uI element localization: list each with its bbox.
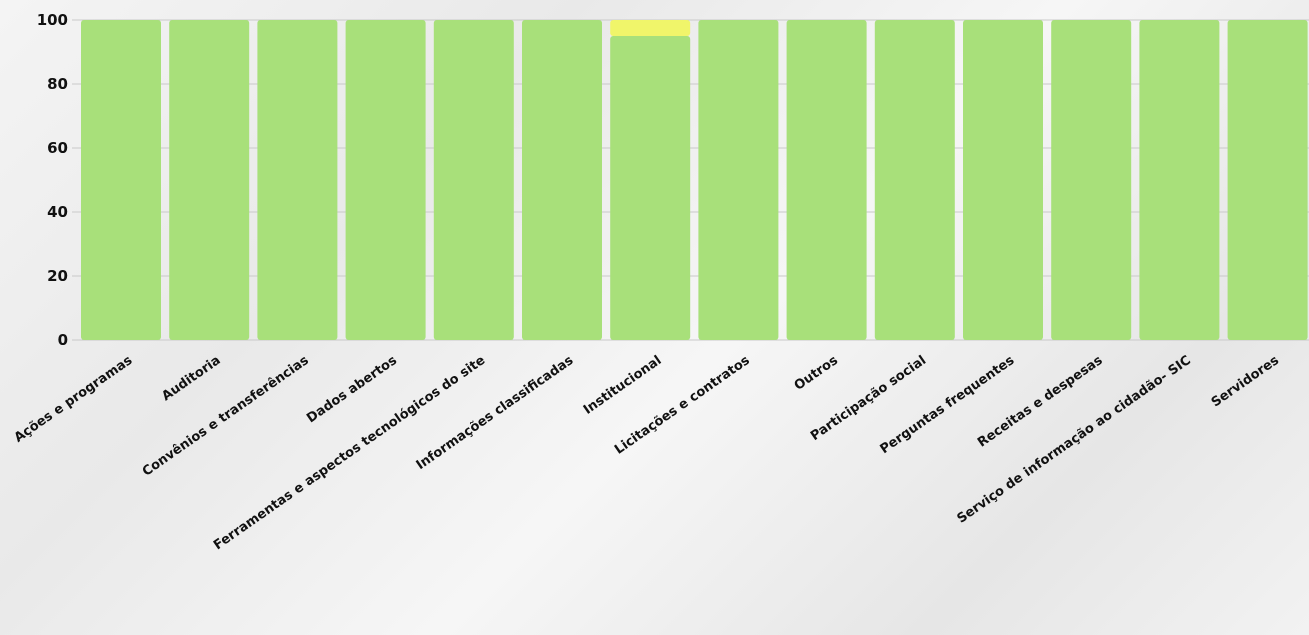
bar-segment <box>81 20 161 340</box>
bar-segment <box>610 20 691 36</box>
x-tick-label: Outros <box>792 353 841 394</box>
y-tick-label: 100 <box>37 11 68 29</box>
bar-segment <box>963 20 1043 340</box>
y-tick-label: 0 <box>58 331 68 349</box>
bar-segment <box>169 20 250 340</box>
bar-segment <box>1051 20 1132 340</box>
y-tick-label: 40 <box>47 203 68 221</box>
y-tick-label: 60 <box>47 139 68 157</box>
y-tick-label: 20 <box>47 267 68 285</box>
bar-segment <box>874 20 955 340</box>
bar-segment <box>786 20 867 340</box>
y-tick-label: 80 <box>47 75 68 93</box>
bar-segment <box>1139 20 1220 340</box>
x-tick-label: Auditoria <box>159 353 223 404</box>
bar-segment <box>433 20 514 340</box>
bar-segment <box>1227 20 1308 340</box>
bar-segment <box>257 20 338 340</box>
bar-segment <box>610 36 691 340</box>
bar-segment <box>698 20 779 340</box>
x-tick-label: Convênios e transferências <box>140 353 312 480</box>
x-tick-label: Servidores <box>1209 353 1282 411</box>
x-tick-label: Institucional <box>581 353 665 418</box>
x-tick-label: Dados abertos <box>304 353 400 426</box>
x-tick-label: Ações e programas <box>12 353 136 446</box>
x-tick-label: Informações classificadas <box>414 353 577 473</box>
bars <box>81 20 1308 340</box>
bar-segment <box>522 20 602 340</box>
y-axis: 0 20 40 60 80 100 <box>37 11 68 349</box>
bar-segment <box>345 20 426 340</box>
